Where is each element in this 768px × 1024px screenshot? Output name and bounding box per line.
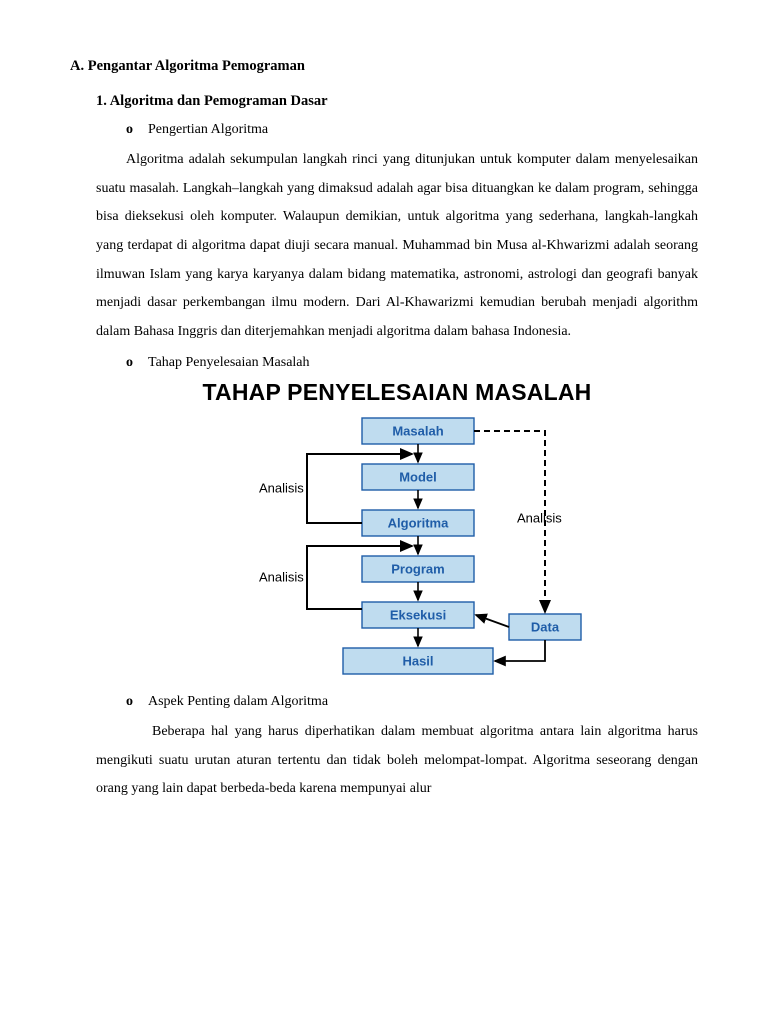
svg-text:Program: Program xyxy=(391,561,444,576)
bullet-pengertian: oPengertian Algoritma xyxy=(126,122,698,138)
bullet-label: Pengertian Algoritma xyxy=(148,122,268,137)
bullet-tahap: oTahap Penyelesaian Masalah xyxy=(126,355,698,371)
bullet-aspek: oAspek Penting dalam Algoritma xyxy=(126,694,698,710)
svg-text:Hasil: Hasil xyxy=(402,653,433,668)
svg-text:Algoritma: Algoritma xyxy=(388,515,449,530)
svg-text:Model: Model xyxy=(399,469,437,484)
section-heading-a: A. Pengantar Algoritma Pemograman xyxy=(70,58,698,75)
svg-text:Data: Data xyxy=(531,619,560,634)
flowchart-diagram: Masalah Model Algoritma Program Eksekusi Hasi… xyxy=(96,412,698,684)
paragraph-aspek: Beberapa hal yang harus diperhatikan dal… xyxy=(96,718,698,804)
section-heading-1: 1. Algoritma dan Pemograman Dasar xyxy=(96,93,698,110)
svg-text:Analisis: Analisis xyxy=(259,480,304,495)
svg-text:Masalah: Masalah xyxy=(392,423,443,438)
bullet-label: Aspek Penting dalam Algoritma xyxy=(148,694,328,709)
svg-text:Analisis: Analisis xyxy=(517,510,562,525)
paragraph-definition: Algoritma adalah sekumpulan langkah rinc… xyxy=(96,146,698,347)
bullet-label: Tahap Penyelesaian Masalah xyxy=(148,355,310,370)
diagram-title: TAHAP PENYELESAIAN MASALAH xyxy=(96,379,698,406)
svg-text:Analisis: Analisis xyxy=(259,569,304,584)
svg-text:Eksekusi: Eksekusi xyxy=(390,607,446,622)
